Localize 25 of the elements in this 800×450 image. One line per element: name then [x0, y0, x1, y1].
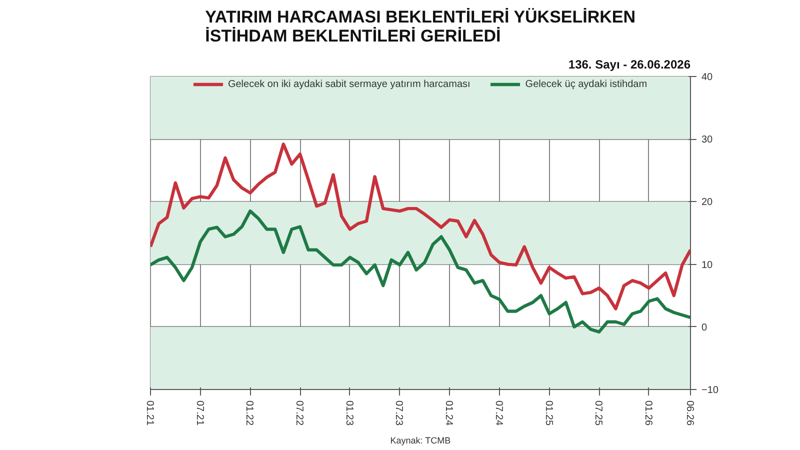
x-tick-label: 01.23 [343, 400, 354, 426]
line-series [150, 142, 690, 310]
y-tick-label: 40 [702, 72, 714, 83]
x-tick-label: 01.22 [244, 400, 255, 426]
y-tick-label: −10 [702, 385, 719, 396]
x-tick-label: 01.21 [144, 400, 155, 426]
legend-label: Gelecek on iki aydaki sabit sermaye yatırım harcaması [228, 78, 470, 90]
y-tick-label: 0 [702, 322, 708, 334]
x-tick-label: 07.23 [393, 400, 404, 426]
x-tick-label: 07.25 [592, 400, 604, 426]
y-tick-label: 20 [702, 197, 714, 208]
legend-label: Gelecek üç aydaki istihdam [525, 78, 648, 90]
chart-title: YATIRIM HARCAMASI BEKLENTİLERİ YÜKSELİRKEN İSTİHDAM BEKLENTİLERİ GERİLEDİ [205, 8, 636, 46]
x-tick-label: 07.24 [492, 400, 504, 426]
x-tick-label: 01.25 [542, 400, 554, 426]
x-tick-label: 07.21 [194, 400, 205, 426]
x-tick-label: 01.24 [443, 400, 454, 426]
y-tick-label: 30 [702, 134, 714, 146]
text: Kaynak: TCMB [390, 436, 451, 446]
line-series [150, 209, 690, 334]
x-tick-label: 06.26 [684, 400, 695, 426]
y-tick-label: 10 [702, 260, 714, 271]
x-tick-label: 01.26 [642, 400, 654, 426]
text: 136. Sayı - 26.06.2026 [568, 58, 691, 72]
x-tick-label: 07.22 [294, 400, 305, 426]
